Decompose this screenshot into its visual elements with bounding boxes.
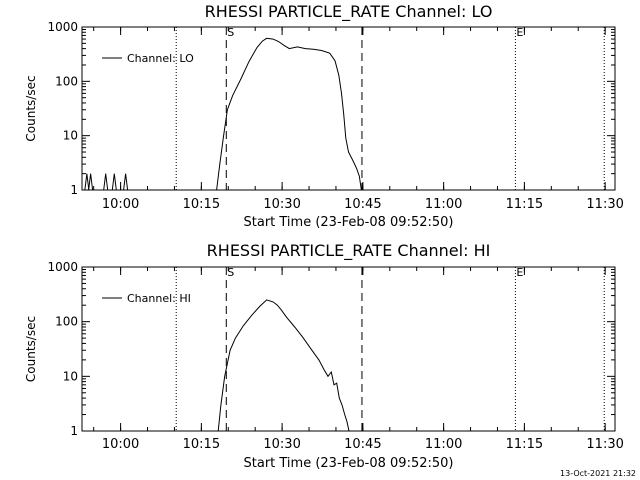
series-spike	[111, 173, 117, 191]
x-tick-label: 11:00	[425, 197, 462, 212]
x-tick-label: 11:30	[586, 197, 623, 212]
x-tick-label: 11:30	[586, 437, 623, 452]
y-tick-label: 1000	[47, 260, 78, 274]
x-tick-label: 10:45	[344, 437, 381, 452]
y-axis-label: Counts/sec	[24, 316, 38, 382]
x-tick-label: 11:15	[506, 437, 543, 452]
x-tick-label: 10:30	[263, 197, 300, 212]
y-tick-label: 10	[63, 129, 78, 143]
series-line	[217, 299, 350, 432]
legend-label: Channel: LO	[127, 52, 194, 65]
series-spike	[123, 173, 129, 191]
x-tick-label: 11:15	[506, 197, 543, 212]
y-tick-label: 100	[55, 74, 78, 88]
chart-panel-1: RHESSI PARTICLE_RATE Channel: HI 1 10 100 10…	[24, 241, 624, 471]
x-tick-label: 10:30	[263, 437, 300, 452]
x-tick-label: 10:00	[102, 197, 139, 212]
y-tick-label: 10	[63, 369, 78, 383]
time-marker-label: S	[227, 26, 234, 39]
chart-panel-0: RHESSI PARTICLE_RATE Channel: LO 1 10 100 10…	[24, 2, 624, 230]
time-marker-label: S	[227, 266, 234, 279]
series-spike	[103, 173, 109, 191]
y-axis-label: Counts/sec	[24, 75, 38, 141]
series-spike	[88, 173, 94, 191]
chart-title: RHESSI PARTICLE_RATE Channel: LO	[205, 2, 493, 22]
x-axis-label: Start Time (23-Feb-08 09:52:50)	[244, 215, 454, 230]
time-marker-label: E	[516, 26, 523, 39]
x-tick-label: 10:15	[183, 197, 220, 212]
x-axis-label: Start Time (23-Feb-08 09:52:50)	[244, 456, 454, 471]
footer-timestamp: 13-Oct-2021 21:32	[560, 469, 636, 478]
chart-title: RHESSI PARTICLE_RATE Channel: HI	[207, 241, 491, 261]
y-tick-label: 1000	[47, 20, 78, 34]
x-tick-label: 10:45	[344, 197, 381, 212]
time-marker-label: E	[516, 266, 523, 279]
x-tick-label: 10:15	[183, 437, 220, 452]
legend-label: Channel: HI	[127, 292, 191, 305]
plot-frame	[81, 26, 616, 191]
series-line	[216, 37, 362, 191]
x-tick-label: 10:00	[102, 437, 139, 452]
x-tick-label: 11:00	[425, 437, 462, 452]
series-spike	[84, 173, 90, 191]
y-tick-label: 100	[55, 315, 78, 329]
y-tick-label: 1	[70, 424, 78, 438]
y-tick-label: 1	[70, 183, 78, 197]
